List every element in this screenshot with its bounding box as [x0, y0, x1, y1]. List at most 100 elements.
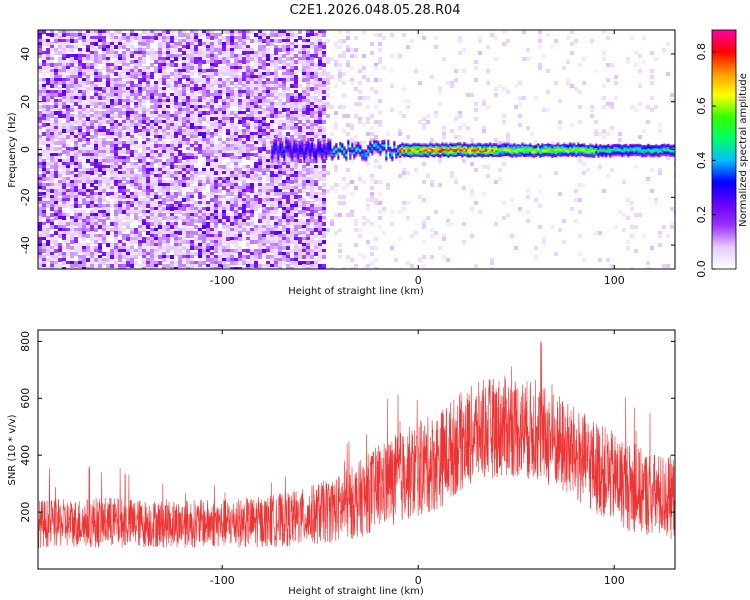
spectrogram-cell: [78, 186, 82, 190]
spectrogram-cell: [278, 33, 282, 37]
spectrogram-cell: [266, 48, 270, 52]
spectrogram-cell: [46, 240, 50, 244]
spectrogram-cell: [94, 111, 98, 115]
spectrogram-cell: [174, 78, 178, 82]
spectrogram-cell: [58, 75, 62, 79]
spectrogram-cell: [314, 120, 318, 124]
spectrogram-cell: [330, 186, 334, 190]
spectrogram-cell: [282, 195, 286, 199]
spectrogram-cell: [78, 96, 82, 100]
spectrogram-cell: [46, 132, 50, 136]
spectrogram-cell: [258, 243, 262, 247]
spectrogram-cell: [154, 219, 158, 223]
spectrogram-cell: [310, 240, 314, 244]
spectrogram-cell: [42, 261, 46, 265]
spectrogram-cell: [438, 156, 442, 160]
spectrogram-cell: [214, 246, 218, 250]
spectrogram-cell: [314, 243, 318, 247]
spectrogram-cell: [254, 33, 258, 37]
spectrogram-cell: [314, 135, 318, 139]
spectrogram-cell: [122, 189, 126, 193]
spectrogram-cell: [290, 78, 294, 82]
spectrogram-cell: [262, 102, 266, 106]
spectrogram-cell: [322, 96, 326, 100]
spectrogram-cell: [306, 117, 310, 121]
spectrogram-cell: [74, 126, 78, 130]
spectrogram-cell: [178, 171, 182, 175]
spectrogram-cell: [162, 213, 166, 217]
spectrogram-cell: [270, 63, 274, 67]
spectrogram-cell: [58, 246, 62, 250]
spectrogram-cell: [350, 54, 354, 58]
spectrogram-cell: [154, 207, 158, 211]
spectrogram-cell: [194, 252, 198, 256]
spectrogram-cell: [86, 48, 90, 52]
spectrogram-cell: [306, 54, 310, 58]
spectrogram-cell: [326, 60, 330, 64]
spectrogram-cell: [90, 177, 94, 181]
spectrogram-cell: [250, 210, 254, 214]
spectrogram-cell: [210, 84, 214, 88]
spectrogram-cell: [270, 216, 274, 220]
spectrogram-cell: [170, 48, 174, 52]
spectrogram-cell: [270, 183, 274, 187]
spectrogram-cell: [350, 66, 354, 70]
spectrogram-cell: [366, 105, 370, 109]
spectrogram-cell: [218, 264, 222, 268]
spectrogram-cell: [186, 126, 190, 130]
spectrogram-cell: [302, 87, 306, 91]
spectrogram-cell: [306, 75, 310, 79]
spectrogram-cell: [222, 99, 226, 103]
spectrogram-cell: [242, 105, 246, 109]
spectrogram-cell: [190, 177, 194, 181]
spectrogram-cell: [322, 231, 326, 235]
spectrogram-cell: [342, 54, 346, 58]
spectrogram-cell: [302, 78, 306, 82]
spectrogram-cell: [346, 168, 350, 172]
spectrogram-cell: [242, 135, 246, 139]
spectrogram-cell: [158, 135, 162, 139]
spectrogram-cell: [118, 111, 122, 115]
spectrogram-cell: [74, 210, 78, 214]
spectrogram-cell: [310, 180, 314, 184]
spectrogram-cell: [42, 60, 46, 64]
spectrogram-cell: [94, 159, 98, 163]
spectrogram-cell: [110, 108, 114, 112]
spectrogram-cell: [190, 120, 194, 124]
spectrogram-cell: [106, 264, 110, 268]
spectrogram-cell: [194, 267, 198, 269]
spectrogram-cell: [298, 240, 302, 244]
spectrogram-cell: [50, 180, 54, 184]
spectrogram-cell: [90, 168, 94, 172]
spectrogram-cell: [274, 198, 278, 202]
spectrogram-cell: [118, 216, 122, 220]
spectrogram-cell: [170, 150, 174, 154]
spectrogram-cell: [274, 66, 278, 70]
spectrogram-cell: [134, 75, 138, 79]
spectrogram-cell: [146, 39, 150, 43]
spectrogram-cell: [250, 267, 254, 269]
spectrogram-cell: [166, 132, 170, 136]
spectrogram-cell: [58, 180, 62, 184]
spectrogram-cell: [298, 210, 302, 214]
spectrogram-cell: [146, 219, 150, 223]
spectrogram-cell: [54, 243, 58, 247]
spectrogram-cell: [46, 129, 50, 133]
spectrogram-cell: [58, 222, 62, 226]
spectrogram-cell: [82, 111, 86, 115]
spectrogram-cell: [122, 99, 126, 103]
spectrogram-cell: [90, 36, 94, 40]
spectrogram-cell: [110, 147, 114, 151]
spectrogram-cell: [230, 36, 234, 40]
spectrogram-cell: [282, 48, 286, 52]
spectrogram-cell: [118, 159, 122, 163]
spectrogram-cell: [286, 252, 290, 256]
spectrogram-cell: [262, 264, 266, 268]
spectrogram-cell: [94, 30, 98, 34]
spectrogram-cell: [118, 42, 122, 46]
spectrogram-cell: [194, 54, 198, 58]
spectrogram-cell: [266, 162, 270, 166]
spectrogram-cell: [206, 150, 210, 154]
spectrogram-cell: [374, 267, 378, 269]
spectrogram-cell: [226, 222, 230, 226]
